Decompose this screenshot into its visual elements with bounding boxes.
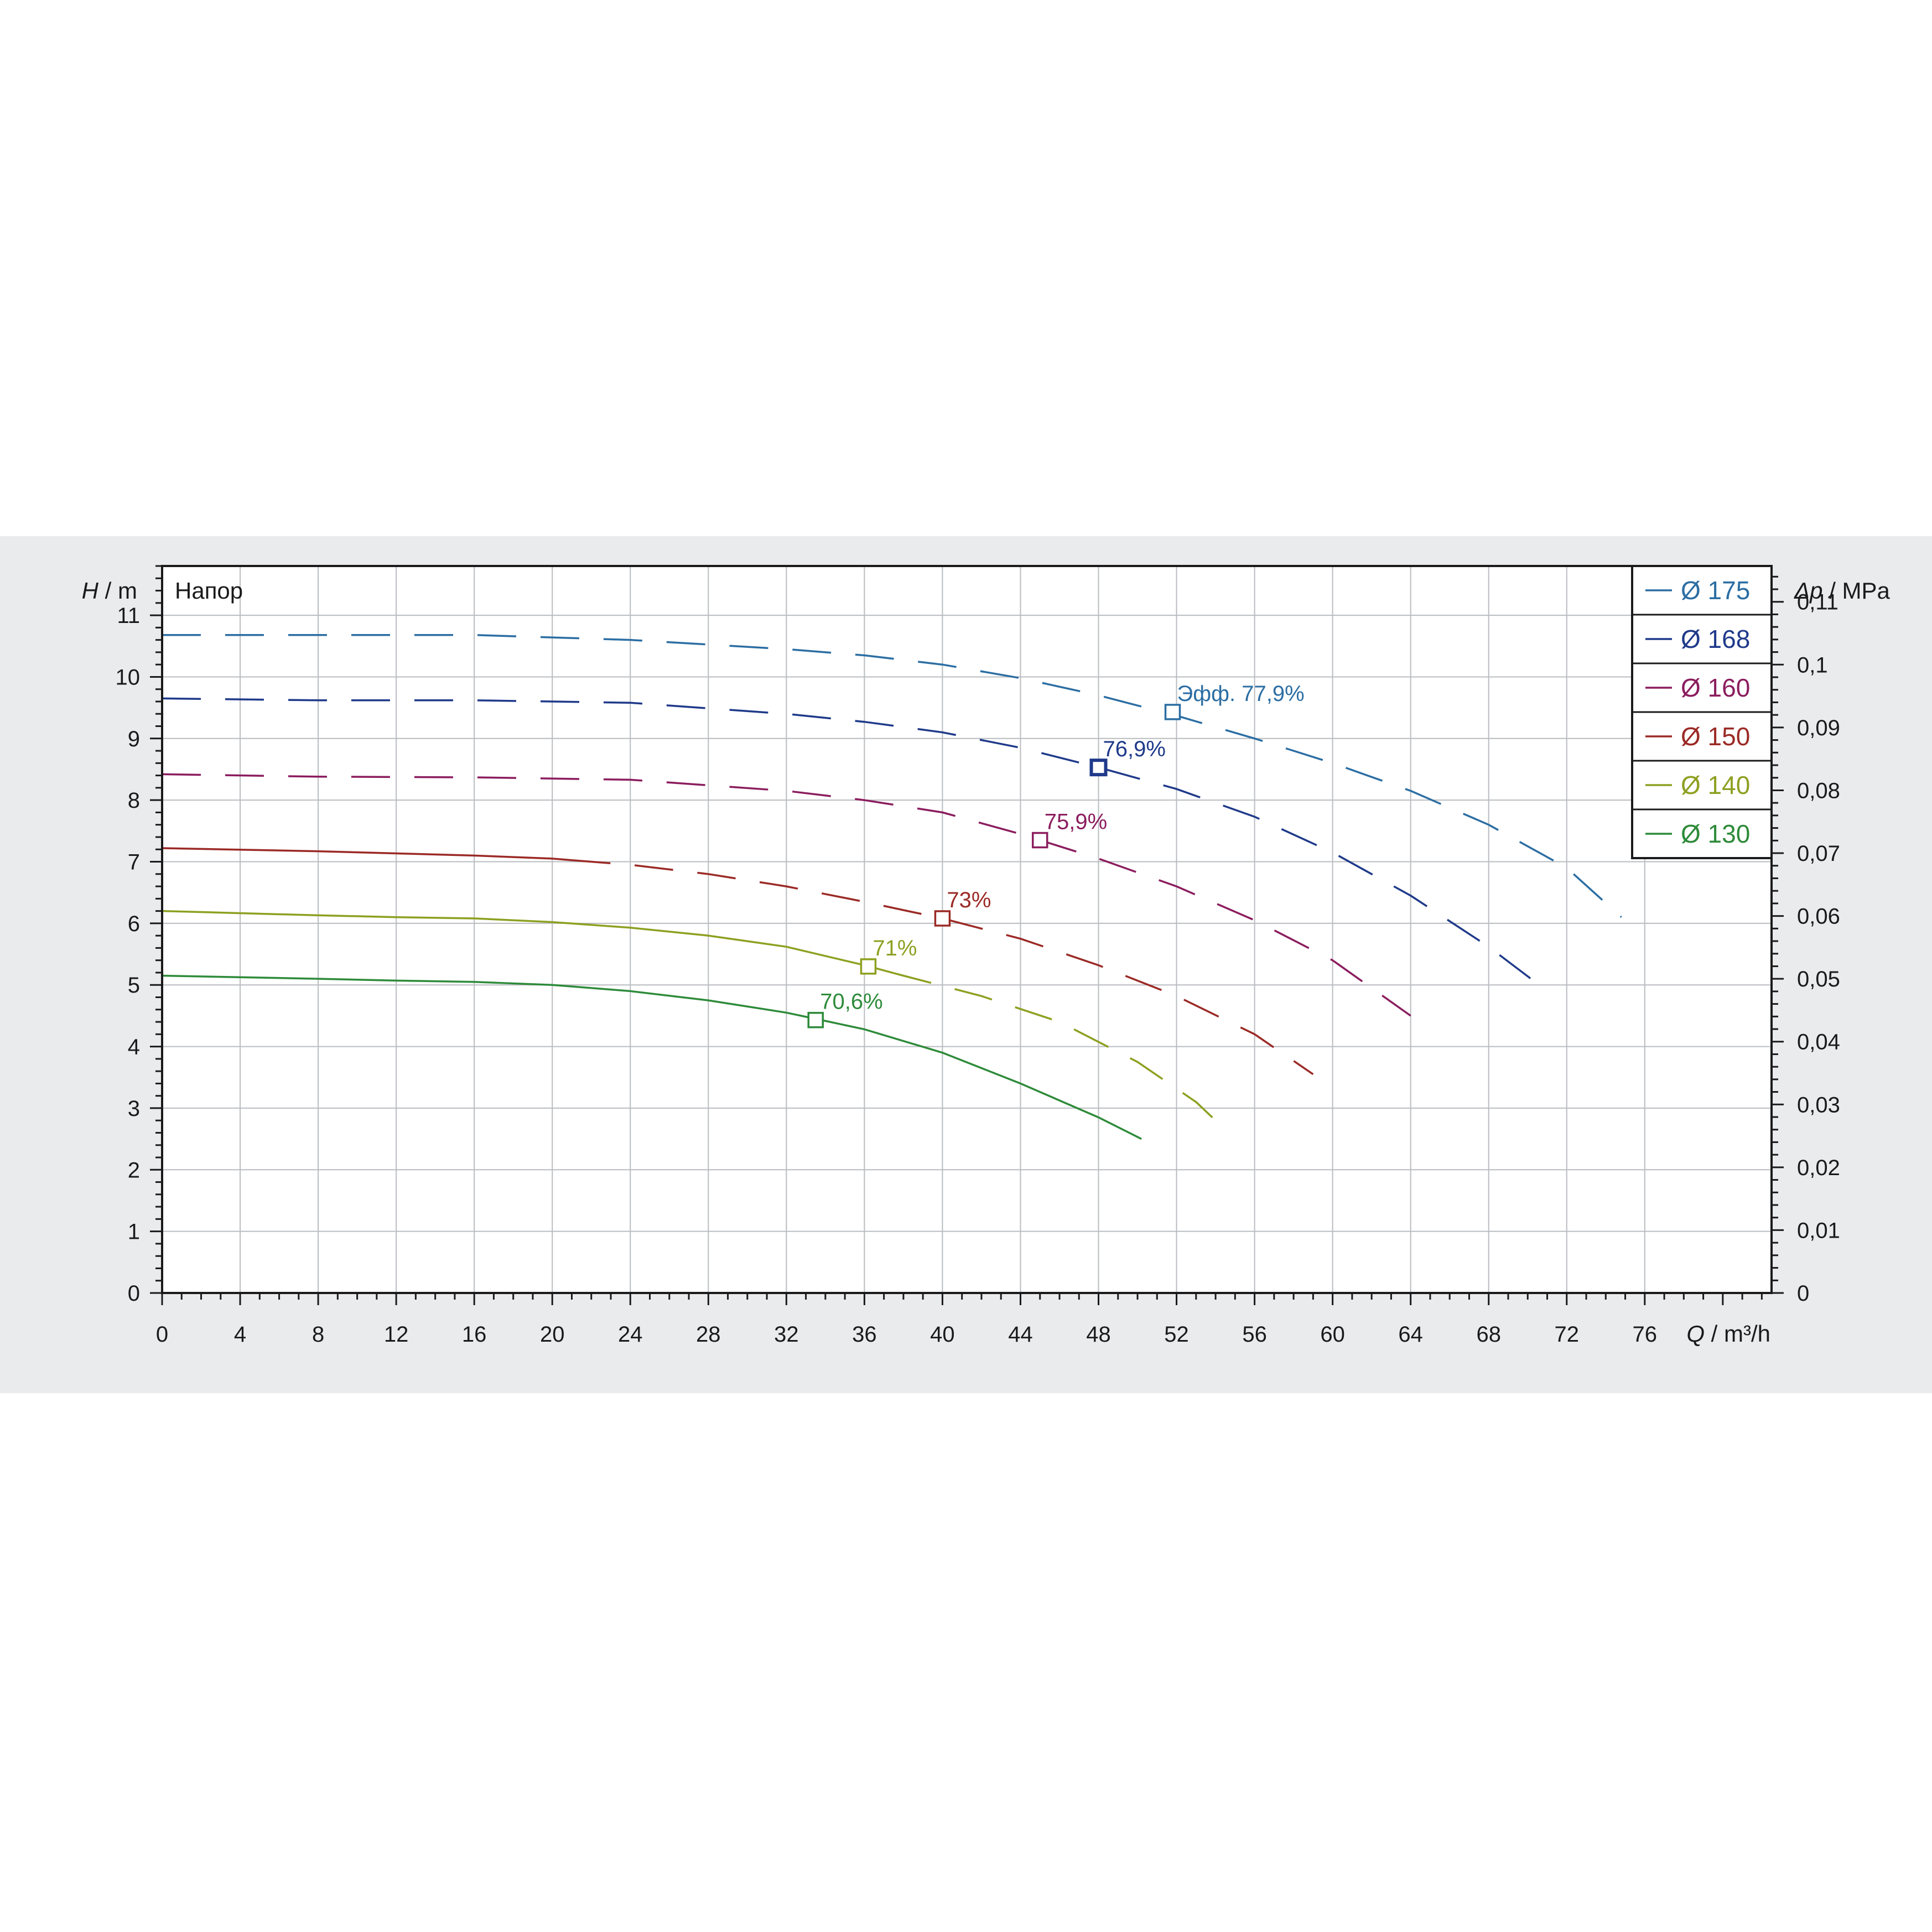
efficiency-marker [860,958,877,975]
x-tick-label: 20 [540,1322,565,1347]
y-tick-label: 9 [128,727,140,751]
x-tick-label: 72 [1555,1322,1580,1347]
y-tick-label: 11 [117,604,140,628]
x-tick-label: 56 [1242,1322,1267,1347]
y2-axis-symbol: Δp [1794,578,1823,604]
legend-label: Ø 175 [1681,576,1750,605]
efficiency-marker [1031,832,1048,849]
curve-dashed-160 [162,773,1411,1017]
x-tick-label: 28 [696,1322,721,1347]
y-tick-label: 1 [128,1220,140,1244]
x-tick-label: 8 [312,1322,324,1347]
x-tick-label: 52 [1164,1322,1189,1347]
efficiency-label: 75,9% [1045,810,1107,834]
curve-dashed-175 [162,633,1622,918]
y2-axis-unit: / MPa [1823,578,1891,604]
legend: Ø 175 Ø 168 Ø 160 Ø 150 Ø 140 Ø 130 [1631,565,1773,859]
x-axis-unit: / m³/h [1705,1321,1770,1347]
efficiency-marker [1089,759,1108,777]
y2-tick-label: 0,07 [1797,842,1840,866]
x-tick-label: 60 [1320,1322,1345,1347]
pump-curve-chart: Эфф. 77,9%76,9%75,9%73%71%70,6% 01234567… [82,565,1891,1347]
y2-tick-label: 0,03 [1797,1093,1840,1117]
curve-solid-150 [162,847,572,861]
efficiency-label: 70,6% [820,990,882,1014]
y2-tick-label: 0 [1797,1281,1809,1306]
efficiency-marker [807,1011,824,1029]
plot-frame [161,565,1773,1294]
y2-tick-label: 0,04 [1797,1030,1840,1055]
legend-label: Ø 150 [1681,722,1750,751]
x-tick-label: 64 [1398,1322,1423,1347]
curve-solid-140 [162,910,894,974]
y2-tick-label: 0,02 [1797,1156,1840,1180]
y-tick-label: 8 [128,788,140,813]
y-tick-label: 4 [128,1035,140,1060]
y-tick-label: 6 [128,912,140,936]
x-tick-label: 48 [1086,1322,1111,1347]
legend-label: Ø 140 [1681,771,1750,799]
y-axis-unit: / m [98,578,137,604]
x-tick-label: 32 [774,1322,799,1347]
curve-dashed-150 [572,859,1314,1076]
y-tick-label: 10 [116,665,141,689]
x-tick-label: 4 [234,1322,246,1347]
legend-label: Ø 168 [1681,625,1750,653]
y-tick-label: 5 [128,973,140,998]
y-tick-label: 2 [128,1158,140,1182]
efficiency-label: 76,9% [1103,737,1166,761]
panel-label: Напор [175,578,243,604]
y2-tick-label: 0,1 [1797,653,1828,677]
y-tick-label: 0 [128,1281,140,1306]
marker-layer: Эфф. 77,9% 76,9% 75,9% 73% 71% 70,6% [807,682,1305,1029]
plot-area [162,566,1772,1293]
y-tick-label: 7 [128,850,140,875]
y2-tick-label: 0,06 [1797,905,1840,929]
x-tick-label: 36 [852,1322,877,1347]
y-tick-label: 3 [128,1097,140,1121]
x-tick-label: 44 [1008,1322,1033,1347]
efficiency-marker [1164,704,1181,720]
series-layer [162,633,1622,1140]
efficiency-label: Эфф. 77,9% [1177,682,1304,706]
y2-tick-label: 0,01 [1797,1218,1840,1243]
legend-label: Ø 130 [1681,819,1750,848]
x-tick-label: 40 [930,1322,955,1347]
x-axis-title: Q / m³/h [1686,1321,1770,1347]
y2-tick-label: 0,05 [1797,967,1840,991]
y2-axis-title: Δp / MPa [1794,578,1891,604]
grid [162,566,1772,1293]
efficiency-marker [934,910,951,927]
x-axis-symbol: Q [1686,1321,1705,1347]
efficiency-label: 73% [947,888,991,912]
x-tick-label: 76 [1633,1322,1658,1347]
curve-solid-130 [162,974,1142,1140]
x-tick-label: 12 [384,1322,409,1347]
y2-tick-label: 0,09 [1797,716,1840,740]
y2-tick-label: 0,08 [1797,778,1840,803]
x-tick-label: 0 [156,1322,168,1347]
y2-tick-label: 0,11 [1797,590,1838,615]
curve-dashed-140 [893,972,1217,1121]
x-tick-label: 16 [462,1322,487,1347]
y-axis-title: H / m [82,578,137,604]
efficiency-label: 71% [872,936,917,960]
x-tick-label: 68 [1476,1322,1501,1347]
legend-label: Ø 160 [1681,673,1750,702]
y-axis-symbol: H [82,578,99,604]
x-tick-label: 24 [618,1322,643,1347]
